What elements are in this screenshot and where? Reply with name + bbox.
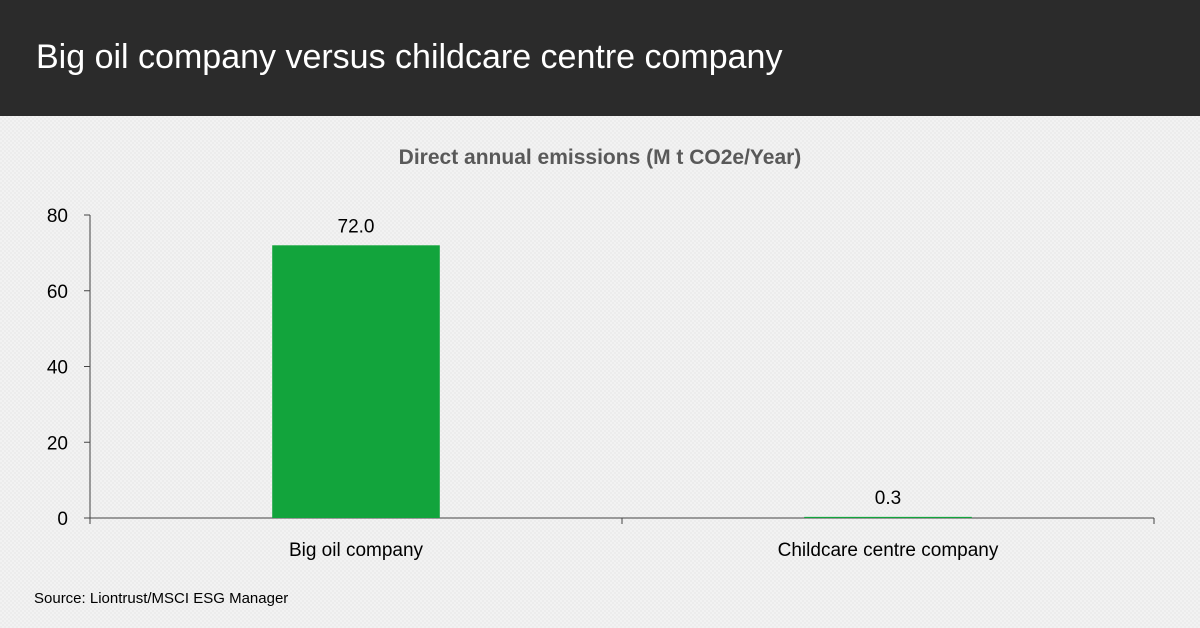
chart-title: Direct annual emissions (M t CO2e/Year)	[399, 146, 802, 169]
chart-axes	[84, 214, 1155, 524]
category-label: Childcare centre company	[778, 540, 999, 561]
category-label: Big oil company	[289, 540, 424, 561]
header-bar: Big oil company versus childcare centre …	[0, 0, 1200, 116]
y-tick-label: 0	[57, 509, 68, 530]
bar-value-label: 0.3	[875, 488, 901, 509]
bar-value-label: 72.0	[338, 216, 375, 237]
y-tick-label: 80	[47, 206, 68, 227]
chart-bars	[272, 245, 972, 519]
page-title: Big oil company versus childcare centre …	[36, 38, 783, 76]
y-tick-label: 20	[47, 433, 68, 454]
source-note: Source: Liontrust/MSCI ESG Manager	[34, 590, 289, 607]
chart-area	[0, 116, 1200, 628]
y-tick-label: 60	[47, 282, 68, 303]
bar	[804, 516, 972, 518]
chart-labels: 0 20 40 60 80 72.0 Big oil company 0.3 Childcare…	[47, 206, 999, 561]
bar	[272, 245, 440, 519]
y-tick-label: 40	[47, 358, 68, 379]
